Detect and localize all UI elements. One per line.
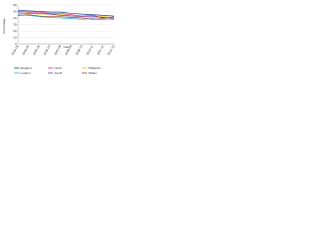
- x-tick-label: 2012-13: [107, 44, 116, 56]
- y-axis-title: Percentage: [2, 18, 6, 34]
- legend-label: Midlands: [89, 66, 102, 70]
- x-tick-label: 2007-08: [53, 44, 62, 56]
- y-tick-label: 40: [13, 16, 17, 20]
- x-tick-label: 2010-11: [85, 44, 94, 56]
- y-tick-label: 0: [15, 42, 17, 46]
- x-tick-label: 2008-09: [64, 44, 73, 56]
- y-tick-label: 60: [13, 3, 17, 7]
- x-tick-label: 2005-06: [32, 44, 41, 56]
- chart: Percentage Year 0 10 20 30 40 50 60 2003-04 2004…: [2, 3, 116, 75]
- y-tick-label: 10: [13, 35, 17, 39]
- y-tick-label: 30: [13, 22, 17, 26]
- series-line: [17, 12, 115, 19]
- legend-label: England: [21, 66, 32, 70]
- legend-label: London: [21, 71, 31, 75]
- x-tick-label: 2006-07: [43, 44, 52, 56]
- y-tick-label: 20: [13, 29, 17, 33]
- legend-label: Wales: [89, 71, 98, 75]
- legend-label: South: [55, 71, 63, 75]
- series-line: [17, 14, 115, 20]
- x-axis-title: Year: [63, 45, 69, 49]
- x-tick-label: 2011-12: [96, 44, 105, 56]
- legend-label: North: [55, 66, 63, 70]
- series-line: [17, 9, 115, 17]
- x-tick-label: 2004-05: [21, 44, 30, 56]
- y-tick-label: 50: [13, 9, 17, 13]
- x-tick-label: 2003-04: [11, 44, 20, 56]
- x-tick-label: 2009-10: [75, 44, 84, 56]
